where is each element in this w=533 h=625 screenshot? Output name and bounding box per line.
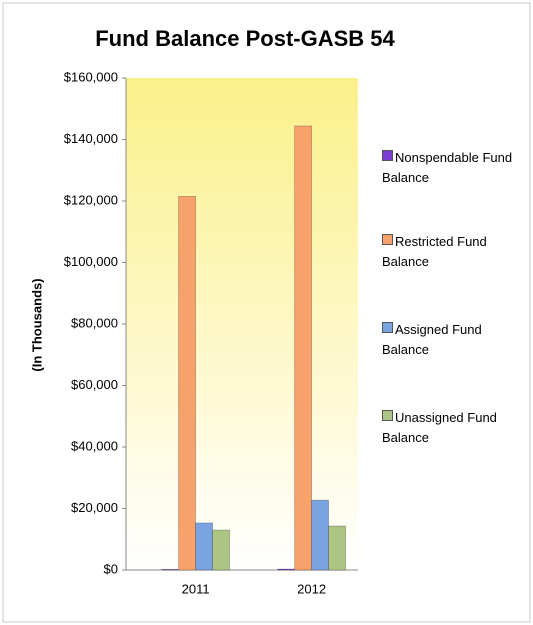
bar xyxy=(328,525,346,571)
legend-swatch xyxy=(382,150,393,161)
y-tick-label: $0 xyxy=(104,561,118,576)
bar xyxy=(161,569,179,571)
y-tick-label: $40,000 xyxy=(71,438,118,453)
legend-item: Assigned Fund Balance xyxy=(382,320,517,360)
plot-area xyxy=(126,78,358,570)
legend-swatch xyxy=(382,322,393,333)
y-tick-label: $80,000 xyxy=(71,315,118,330)
bar xyxy=(195,522,213,571)
bar xyxy=(178,196,196,571)
y-tick-label: $160,000 xyxy=(64,69,118,84)
y-tick-label: $120,000 xyxy=(64,192,118,207)
legend-item: Unassigned Fund Balance xyxy=(382,408,517,448)
legend-label: Assigned Fund Balance xyxy=(382,322,482,357)
legend-label: Nonspendable Fund Balance xyxy=(382,150,513,185)
bar xyxy=(212,529,230,571)
x-tick-label: 2012 xyxy=(297,581,326,596)
x-tick-label: 2011 xyxy=(182,581,210,596)
bar xyxy=(277,568,295,571)
legend-swatch xyxy=(382,234,393,245)
legend-label: Unassigned Fund Balance xyxy=(382,410,497,445)
legend-item: Nonspendable Fund Balance xyxy=(382,148,517,188)
y-axis-label: (In Thousands) xyxy=(29,278,44,371)
chart-title: Fund Balance Post-GASB 54 xyxy=(95,26,395,51)
y-tick-label: $140,000 xyxy=(64,131,118,146)
bar xyxy=(311,499,329,571)
legend-swatch xyxy=(382,410,393,421)
bar xyxy=(294,125,312,571)
legend-item: Restricted Fund Balance xyxy=(382,232,517,272)
legend-label: Restricted Fund Balance xyxy=(382,234,487,269)
y-tick-label: $100,000 xyxy=(64,254,118,269)
y-tick-label: $60,000 xyxy=(71,377,118,392)
y-tick-label: $20,000 xyxy=(71,500,118,515)
